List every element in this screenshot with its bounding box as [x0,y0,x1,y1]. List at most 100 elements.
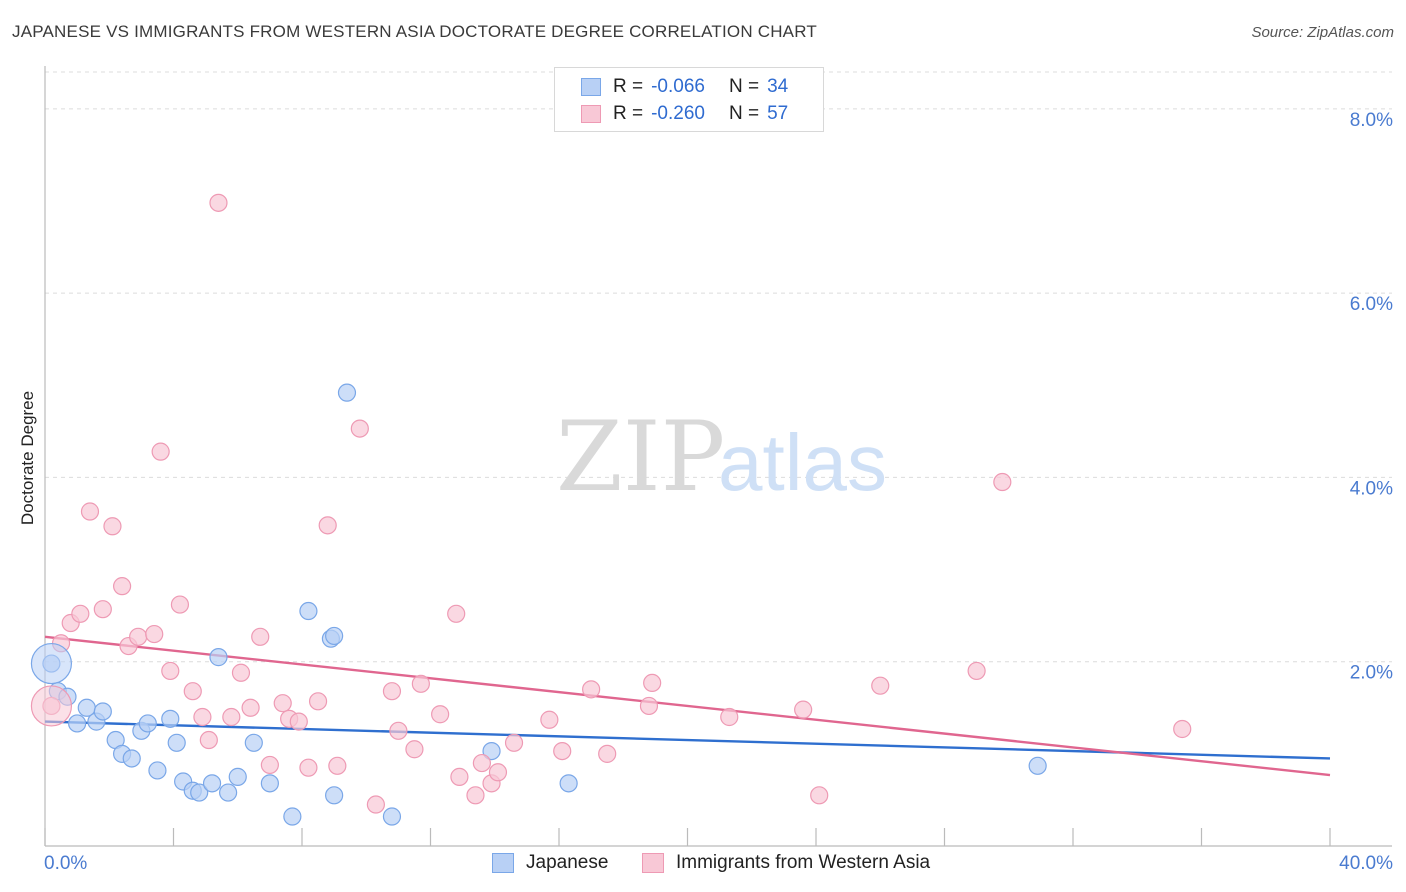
point-western-asia [80,502,100,521]
trend-lines [44,635,1331,777]
correlation-legend: R = -0.066 N = 34 R = -0.260 N = 57 [554,67,824,132]
x-tick-label: 0.0% [44,853,87,874]
point-western-asia [308,692,328,711]
series-legend-western-asia[interactable]: Immigrants from Western Asia [642,852,930,874]
legend-r-value: -0.066 [651,76,705,97]
point-japanese [559,774,578,793]
y-tick-label: 6.0% [1350,294,1393,315]
point-western-asia [318,516,337,535]
point-western-asia [161,661,180,681]
point-western-asia [598,744,617,763]
point-western-asia [447,604,466,623]
point-japanese [260,774,279,793]
series-legend: Japanese Immigrants from Western Asia [0,850,1406,880]
series-legend-japanese[interactable]: Japanese [492,852,608,874]
point-western-asia [504,733,524,752]
point-western-asia-cluster [30,685,73,727]
point-japanese [122,749,141,768]
point-japanese [228,767,247,786]
point-western-asia [431,705,450,724]
point-japanese [93,702,112,721]
point-western-asia [382,682,402,701]
point-western-asia [151,442,170,461]
legend-n-label: N = [728,76,760,97]
point-western-asia [260,755,279,775]
legend-swatch-western-asia [642,853,664,873]
data-points [30,193,1192,826]
point-western-asia [389,721,408,740]
legend-swatch-japanese [581,78,601,96]
point-western-asia [366,795,385,814]
point-western-asia [553,741,572,761]
point-japanese [325,786,344,805]
point-western-asia [993,472,1012,492]
legend-row-japanese: R = -0.066 N = 34 [581,74,788,100]
point-western-asia [71,604,90,623]
point-japanese [244,733,263,752]
y-axis-title: Doctorate Degree [18,391,37,525]
watermark-atlas: atlas [718,418,887,507]
point-western-asia [582,680,601,699]
point-western-asia [411,674,430,693]
y-tick-label: 2.0% [1350,663,1393,684]
point-western-asia [794,700,813,719]
y-tick-label: 4.0% [1350,478,1393,499]
point-western-asia [450,767,469,786]
point-western-asia [199,730,218,750]
point-japanese [161,709,180,728]
point-western-asia [209,193,228,212]
point-western-asia [350,419,369,438]
legend-n-value: 34 [767,76,789,97]
trend-line-western-asia [44,635,1331,777]
point-western-asia [273,694,292,713]
point-japanese [325,626,344,646]
legend-r-label: R = [613,103,644,124]
point-japanese [209,648,228,667]
point-western-asia [103,517,122,536]
point-japanese [337,383,357,402]
point-western-asia [488,763,508,782]
watermark-zip: ZIP [556,401,725,513]
legend-r-value: -0.260 [651,103,705,124]
point-western-asia [643,673,662,693]
grid-lines [45,71,1392,663]
watermark: ZIP atlas [556,401,887,513]
point-japanese [138,714,157,733]
legend-n-value: 57 [767,103,789,124]
point-western-asia [129,627,148,646]
point-western-asia [466,786,485,805]
legend-swatch-western-asia [581,105,601,123]
point-western-asia [112,577,132,596]
point-japanese [202,774,222,793]
point-western-asia [145,624,164,644]
point-western-asia [231,663,251,682]
x-tick-label: 40.0% [1339,853,1393,874]
point-japanese [167,733,186,752]
point-western-asia [251,627,270,646]
chart-title: JAPANESE VS IMMIGRANTS FROM WESTERN ASIA… [12,22,817,41]
point-western-asia [405,740,424,759]
point-western-asia [222,707,241,727]
point-western-asia [93,600,112,619]
point-japanese [148,761,167,780]
point-western-asia [241,698,260,717]
point-western-asia [1173,719,1192,739]
point-western-asia [810,786,829,805]
point-japanese [482,741,501,761]
point-western-asia [328,756,347,775]
point-japanese [68,714,87,733]
point-japanese [382,807,402,826]
point-japanese [299,601,318,621]
source-label: Source: ZipAtlas.com [1251,24,1394,41]
point-japanese [190,783,209,802]
tick-labels: 2.0% 4.0% 6.0% 8.0% 0.0% 40.0% [44,110,1393,874]
legend-r-label: R = [613,76,644,97]
point-japanese [283,807,302,826]
point-japanese [1028,756,1047,775]
point-western-asia [540,710,559,729]
legend-row-western-asia: R = -0.260 N = 57 [581,101,788,127]
trend-line-japanese [44,720,1331,760]
point-western-asia [299,758,318,777]
point-western-asia [472,753,491,773]
